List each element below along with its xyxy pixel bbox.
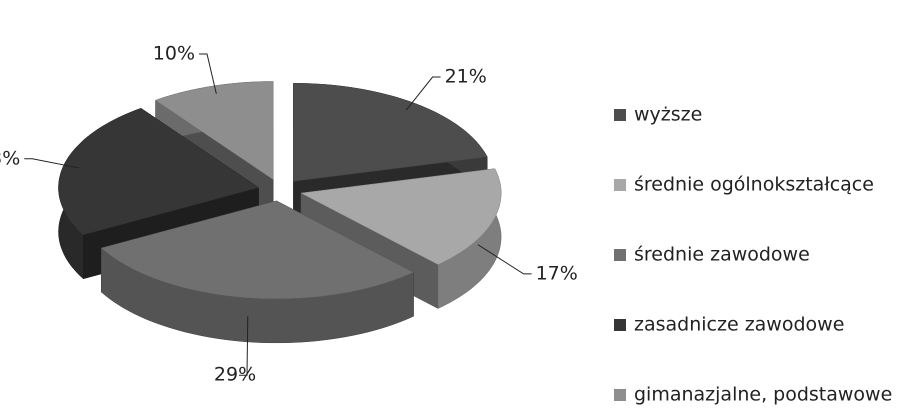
legend-swatch: [614, 109, 626, 121]
leader-line: [199, 53, 217, 94]
legend-swatch: [614, 179, 626, 191]
value-label: 29%: [214, 364, 256, 386]
slice: [58, 108, 260, 236]
leader-line: [405, 76, 441, 111]
slice: [300, 168, 502, 265]
legend-label: zasadnicze zawodowe: [634, 314, 844, 336]
slice: [293, 83, 488, 182]
legend-swatch: [614, 249, 626, 261]
legend-swatch: [614, 319, 626, 331]
leader-line: [24, 158, 80, 169]
leader-line: [477, 244, 532, 275]
value-label: 21%: [445, 66, 487, 88]
legend-label: średnie ogólnokształcące: [634, 174, 874, 196]
legend-label: wyższe: [634, 104, 702, 126]
legend-swatch: [614, 389, 626, 401]
value-label: 17%: [536, 262, 578, 284]
value-label: 23%: [0, 147, 20, 169]
slice: [100, 200, 415, 300]
slice: [155, 81, 274, 180]
legend-label: gimanazjalne, podstawowe: [634, 384, 892, 406]
leader-line: [239, 316, 249, 376]
value-label: 10%: [153, 42, 195, 64]
legend-label: średnie zawodowe: [634, 244, 810, 266]
